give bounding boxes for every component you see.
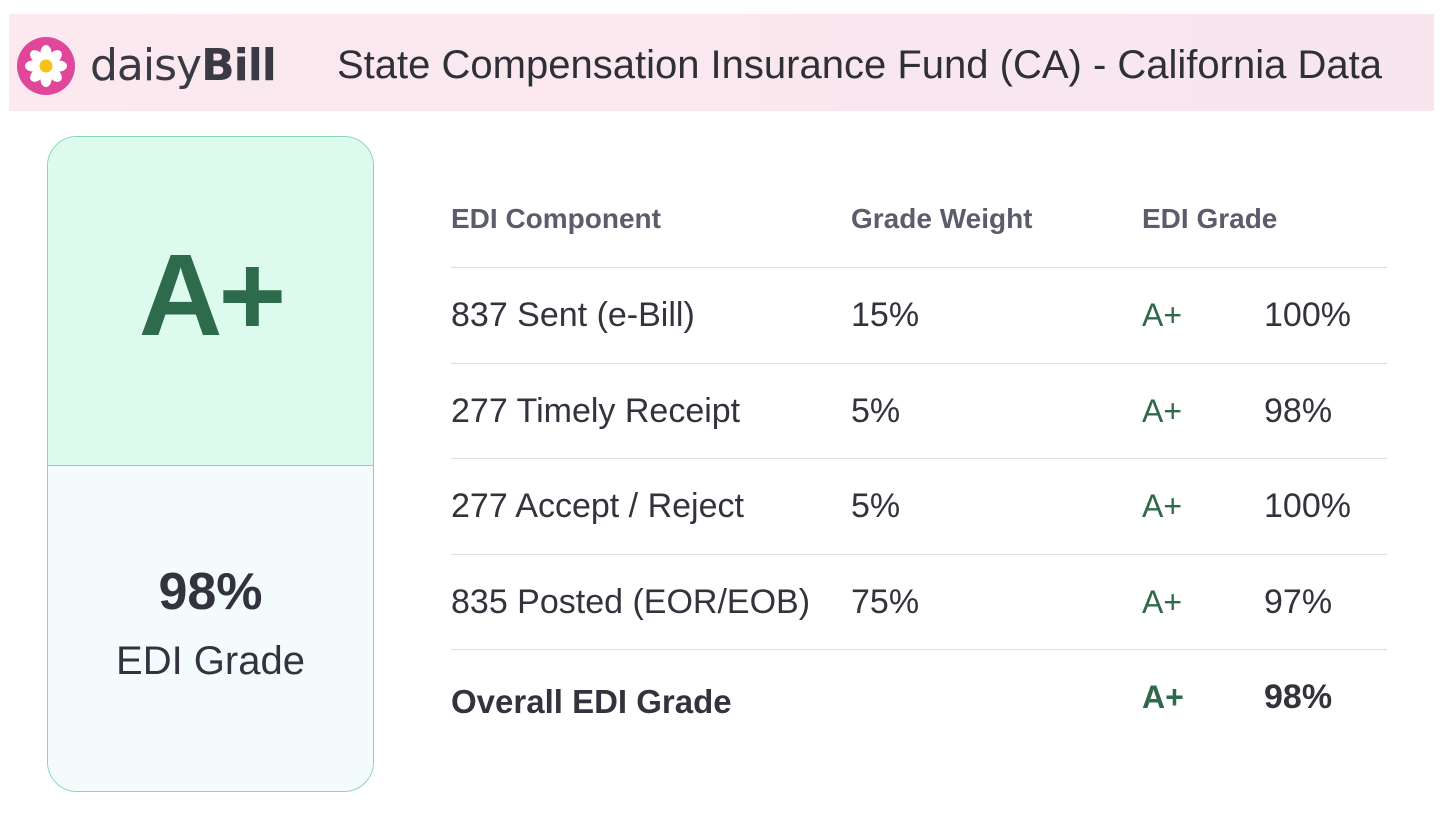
logo-text-bold: Bill [201, 40, 277, 91]
row-letter-grade: A+ [1142, 488, 1183, 524]
header-edi-grade: EDI Grade [1142, 203, 1278, 234]
grade-card-letter-panel: A+ [48, 137, 373, 466]
row-weight: 5% [851, 487, 901, 525]
row-weight: 75% [851, 582, 920, 621]
daisy-flower-icon [17, 37, 75, 95]
edi-grade-table: EDI Component Grade Weight EDI Grade 837… [451, 175, 1387, 746]
overall-row-letter-grade: A+ [1142, 679, 1184, 715]
row-component: 277 Timely Receipt [451, 391, 741, 430]
grade-card-label: EDI Grade [116, 639, 305, 683]
table-row: 277 Timely Receipt 5% A+ 98% [451, 364, 1387, 459]
row-letter-grade: A+ [1142, 583, 1183, 620]
row-letter-grade: A+ [1142, 297, 1183, 333]
logo-text-light: daisy [90, 40, 202, 91]
overall-row: Overall EDI Grade A+ 98% [451, 650, 1387, 746]
grade-card-percent-panel: 98% EDI Grade [48, 466, 373, 791]
header-grade-weight: Grade Weight [851, 203, 1033, 234]
grade-card: A+ 98% EDI Grade [47, 136, 374, 792]
page-title: State Compensation Insurance Fund (CA) -… [337, 43, 1382, 87]
row-percent: 98% [1264, 391, 1333, 430]
table-row: 277 Accept / Reject 5% A+ 100% [451, 459, 1387, 555]
overall-percent: 98% [158, 563, 263, 621]
daisybill-logo[interactable]: daisyBill [17, 36, 277, 96]
table-header: EDI Component Grade Weight EDI Grade [451, 175, 1387, 268]
row-component: 835 Posted (EOR/EOB) [451, 582, 811, 621]
row-weight: 5% [851, 391, 901, 430]
overall-row-percent: 98% [1264, 678, 1333, 716]
row-letter-grade: A+ [1142, 392, 1183, 429]
row-percent: 100% [1264, 487, 1351, 525]
overall-label: Overall EDI Grade [451, 683, 732, 720]
header-edi-component: EDI Component [451, 203, 661, 234]
overall-letter-grade: A+ [138, 230, 287, 360]
table-row: 835 Posted (EOR/EOB) 75% A+ 97% [451, 555, 1387, 650]
row-percent: 100% [1264, 296, 1351, 334]
row-percent: 97% [1264, 582, 1333, 621]
row-component: 277 Accept / Reject [451, 487, 744, 525]
header-banner: daisyBill State Compensation Insurance F… [9, 14, 1434, 111]
row-weight: 15% [851, 296, 920, 334]
row-component: 837 Sent (e-Bill) [451, 296, 695, 334]
table-row: 837 Sent (e-Bill) 15% A+ 100% [451, 268, 1387, 364]
logo-wordmark: daisyBill [90, 44, 277, 88]
